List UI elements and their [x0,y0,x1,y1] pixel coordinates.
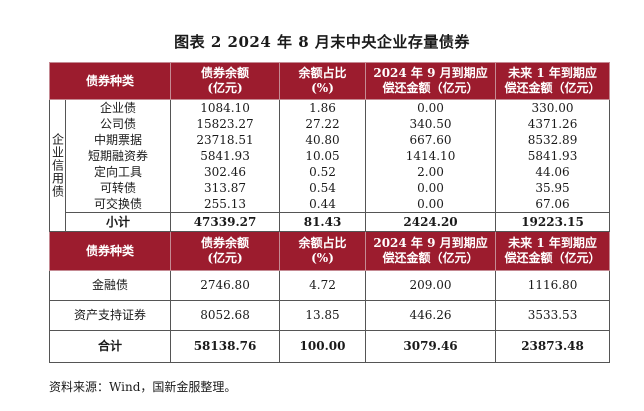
cell-year: 330.00 [495,99,611,116]
cell-share: 13.85 [279,300,367,331]
category-label: 企业信用债 [49,99,66,232]
cell-sep: 667.60 [365,132,497,148]
cell-sep: 2.00 [365,164,497,180]
header-september-due: 2024 年 9 月到期应 偿还金额（亿元） [365,231,497,271]
cell-share: 0.54 [279,180,367,196]
table-row: 短期融资券 5841.93 10.05 1414.10 5841.93 [50,148,611,164]
subtotal-share: 81.43 [279,212,367,232]
cell-name: 可交换债 [64,196,172,213]
cell-sep: 340.50 [365,116,497,132]
cell-sep: 209.00 [365,270,497,301]
header-share: 余额占比 (%) [279,62,367,100]
source-note: 资料来源：Wind，国新金服整理。 [49,380,237,394]
grand-total-year: 23873.48 [495,330,611,363]
grand-total-share: 100.00 [279,330,367,363]
table-row: 定向工具 302.46 0.52 2.00 44.06 [50,164,611,180]
header-september-due: 2024 年 9 月到期应 偿还金额（亿元） [365,62,497,100]
cell-balance: 313.87 [170,180,281,196]
cell-balance: 302.46 [170,164,281,180]
header-year-due: 未来 1 年到期应 偿还金额（亿元） [495,231,611,271]
cell-name: 可转债 [64,180,172,196]
cell-year: 67.06 [495,196,611,213]
table-row: 可转债 313.87 0.54 0.00 35.95 [50,180,611,196]
cell-share: 40.80 [279,132,367,148]
cell-year: 8532.89 [495,132,611,148]
table-row: 可交换债 255.13 0.44 0.00 67.06 [50,196,611,213]
grand-total-row: 合计 58138.76 100.00 3079.46 23873.48 [48,330,611,363]
cell-sep: 0.00 [365,99,497,116]
cell-year: 1116.80 [495,270,611,301]
cell-year: 44.06 [495,164,611,180]
table-row: 企业信用债 企业债 1084.10 1.86 0.00 330.00 [49,99,611,232]
cell-name: 短期融资券 [64,148,172,164]
cell-name: 定向工具 [64,164,172,180]
cell-year: 4371.26 [495,116,611,132]
cell-name: 金融债 [48,270,172,301]
cell-share: 0.44 [279,196,367,213]
header-bond-type: 债券种类 [48,62,172,100]
header-bond-type: 债券种类 [48,231,172,271]
cell-share: 4.72 [279,270,367,301]
cell-name: 企业债 [64,99,172,116]
subtotal-row: 小计 47339.27 81.43 2424.20 19223.15 [50,212,611,232]
cell-sep: 0.00 [365,196,497,213]
cell-balance: 1084.10 [170,99,281,116]
cell-balance: 255.13 [170,196,281,213]
cell-name: 中期票据 [64,132,172,148]
cell-balance: 5841.93 [170,148,281,164]
cell-share: 1.86 [279,99,367,116]
bond-table: 债券种类 债券余额 (亿元) 余额占比 (%) 2024 年 9 月到期应 偿还金额（… [48,62,611,363]
subtotal-balance: 47339.27 [170,212,281,232]
subtotal-name: 小计 [64,212,172,232]
cell-balance: 23718.51 [170,132,281,148]
cell-balance: 2746.80 [170,270,281,301]
header-share: 余额占比 (%) [279,231,367,271]
cell-sep: 0.00 [365,180,497,196]
cell-sep: 1414.10 [365,148,497,164]
table-row: 金融债 2746.80 4.72 209.00 1116.80 [48,270,611,301]
cell-share: 10.05 [279,148,367,164]
grand-total-balance: 58138.76 [170,330,281,363]
table-row: 中期票据 23718.51 40.80 667.60 8532.89 [50,132,611,148]
grand-total-sep: 3079.46 [365,330,497,363]
cell-year: 3533.53 [495,300,611,331]
header-balance: 债券余额 (亿元) [170,231,281,271]
grand-total-name: 合计 [48,330,172,363]
cell-name: 资产支持证券 [48,300,172,331]
cell-sep: 446.26 [365,300,497,331]
subtotal-year: 19223.15 [495,212,611,232]
subtotal-sep: 2424.20 [365,212,497,232]
header-year-due: 未来 1 年到期应 偿还金额（亿元） [495,62,611,100]
cell-year: 35.95 [495,180,611,196]
cell-balance: 8052.68 [170,300,281,331]
table-title: 图表 2 2024 年 8 月末中央企业存量债券 [174,33,470,51]
header-row-1: 债券种类 债券余额 (亿元) 余额占比 (%) 2024 年 9 月到期应 偿还金额（… [48,62,611,100]
cell-balance: 15823.27 [170,116,281,132]
cell-name: 公司债 [64,116,172,132]
header-balance: 债券余额 (亿元) [170,62,281,100]
header-row-2: 债券种类 债券余额 (亿元) 余额占比 (%) 2024 年 9 月到期应 偿还金额（… [48,231,611,271]
table-row: 公司债 15823.27 27.22 340.50 4371.26 [50,116,611,132]
cell-share: 27.22 [279,116,367,132]
cell-year: 5841.93 [495,148,611,164]
table-row: 资产支持证券 8052.68 13.85 446.26 3533.53 [48,300,611,331]
cell-share: 0.52 [279,164,367,180]
